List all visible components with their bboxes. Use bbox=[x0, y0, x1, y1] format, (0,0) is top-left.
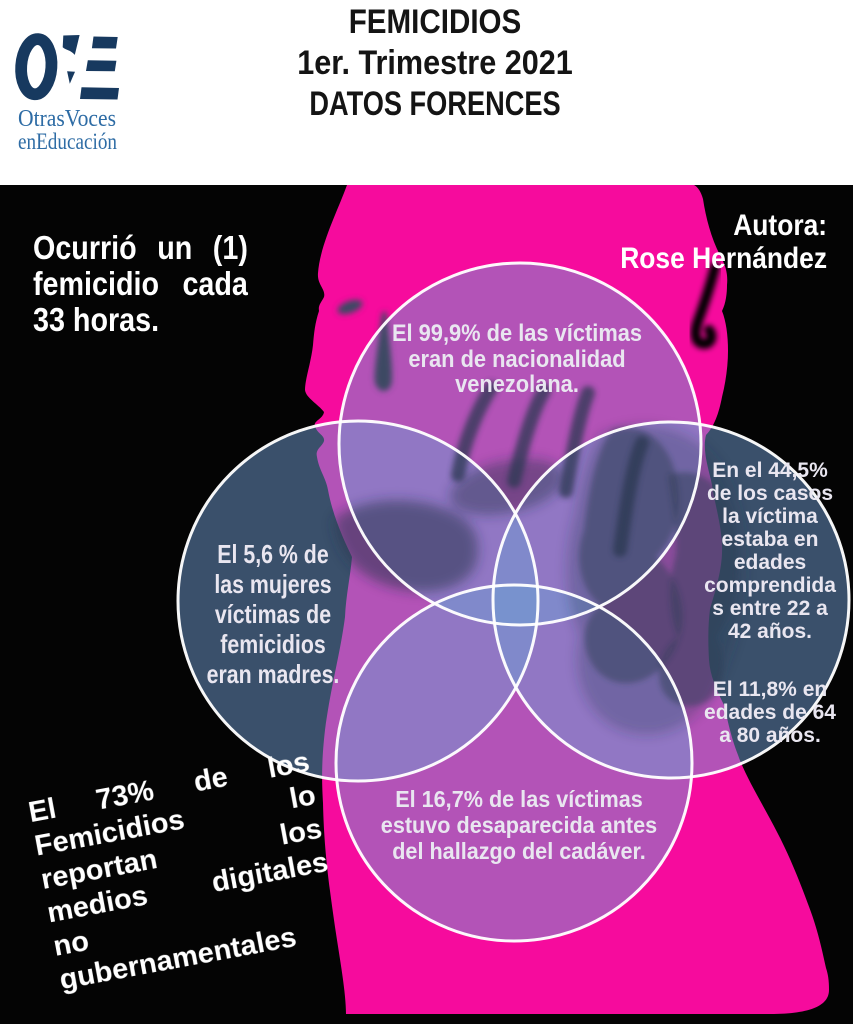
svg-text:OtrasVoces: OtrasVoces bbox=[18, 106, 116, 132]
svg-text:enEducación: enEducación bbox=[18, 129, 117, 154]
